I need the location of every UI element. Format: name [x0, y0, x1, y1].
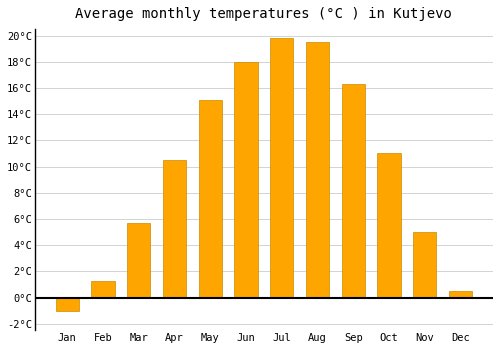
Bar: [127, 223, 150, 298]
Title: Average monthly temperatures (°C ) in Kutjevo: Average monthly temperatures (°C ) in Ku…: [76, 7, 452, 21]
Bar: [306, 42, 329, 298]
Bar: [378, 153, 400, 298]
Bar: [56, 298, 79, 311]
Bar: [413, 232, 436, 298]
Bar: [198, 100, 222, 297]
Bar: [234, 62, 258, 298]
Bar: [270, 38, 293, 298]
Bar: [449, 291, 472, 298]
Bar: [92, 280, 114, 298]
Bar: [342, 84, 365, 298]
Bar: [163, 160, 186, 298]
